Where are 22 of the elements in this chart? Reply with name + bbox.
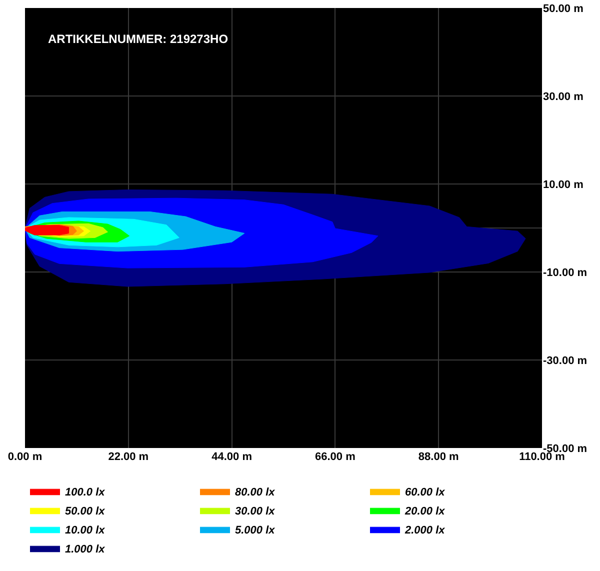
- legend-label: 60.00 lx: [405, 486, 446, 498]
- x-tick-label: 0.00 m: [8, 451, 42, 463]
- legend-label: 1.000 lx: [65, 543, 106, 556]
- x-tick-label: 110.00 m: [519, 451, 566, 463]
- x-tick-label: 22.00 m: [108, 451, 149, 463]
- legend-label: 30.00 lx: [235, 505, 276, 518]
- x-tick-label: 44.00 m: [212, 451, 252, 463]
- x-tick-label: 88.00 m: [418, 451, 459, 463]
- y-tick-label: 10.00 m: [543, 178, 584, 191]
- y-tick-label: 30.00 m: [543, 90, 584, 103]
- y-tick-label: -10.00 m: [543, 266, 588, 279]
- annotation: ARTIKKELNUMMER: 219273HO: [48, 32, 228, 46]
- x-tick-label: 66.00 m: [315, 451, 356, 463]
- legend-label: 2.000 lx: [404, 524, 446, 536]
- legend-label: 5.000 lx: [235, 524, 276, 536]
- y-tick-label: -30.00 m: [543, 354, 588, 367]
- legend-label: 10.00 lx: [65, 524, 106, 536]
- legend-label: 80.00 lx: [235, 486, 276, 498]
- legend-label: 50.00 lx: [65, 505, 106, 518]
- legend-label: 100.0 lx: [65, 486, 106, 498]
- y-tick-label: 50.00 m: [543, 2, 584, 15]
- legend-label: 20.00 lx: [404, 505, 446, 518]
